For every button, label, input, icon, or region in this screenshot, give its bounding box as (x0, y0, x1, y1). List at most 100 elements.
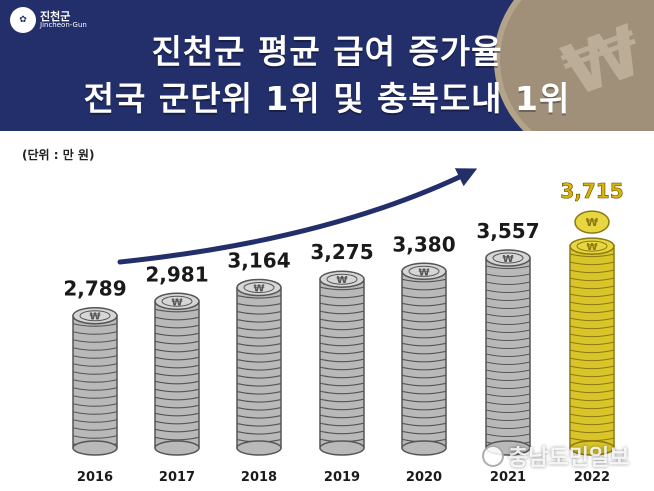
coin-edge (72, 427, 118, 431)
coin-edge (401, 366, 447, 371)
year-label-2020: 2020 (406, 470, 442, 485)
coin-edge (485, 409, 531, 414)
logo: ✿ 진천군 Jincheon-Gun (10, 6, 87, 34)
coin-edge (236, 383, 282, 387)
won-coin-icon: ₩ (89, 312, 100, 323)
coin-edge (72, 371, 118, 375)
coin-edge (154, 412, 200, 417)
coin-edge (72, 419, 118, 423)
coin-edge (72, 435, 118, 439)
coin-edge (569, 341, 615, 346)
coin-inner-ring (492, 252, 524, 264)
coin-stack-2021: ₩3,557 2021 (476, 219, 539, 485)
coin-edge (236, 343, 282, 347)
coin-edge (485, 273, 531, 278)
unit-label: (단위 : 만 원) (22, 148, 95, 162)
coin-edge (319, 334, 365, 339)
won-coin-icon: ₩ (586, 242, 597, 253)
coin-edge (569, 293, 615, 298)
value-label-2019: 3,275 (310, 240, 373, 264)
coin-edge (236, 391, 282, 395)
year-label-2017: 2017 (159, 470, 195, 485)
coin-edge (154, 428, 200, 433)
coin-edge (401, 286, 447, 291)
coin-edge (485, 433, 531, 438)
coin-edge (401, 414, 447, 419)
trend-arrow (117, 168, 478, 265)
coin-edge (72, 403, 118, 407)
coin-top (485, 249, 531, 267)
coin-edge (485, 289, 531, 294)
won-coin-icon: ₩ (586, 216, 598, 229)
coin-edge (236, 303, 282, 307)
coin-edge (485, 345, 531, 350)
coin-edge (401, 326, 447, 331)
coin-edge (485, 281, 531, 286)
coin-edge (319, 350, 365, 355)
coin-edge (401, 310, 447, 315)
coin-edge (236, 351, 282, 355)
coin-edge (569, 349, 615, 354)
coin-edge (154, 396, 200, 401)
coin-edge (569, 429, 615, 434)
coin-stack-2020: ₩3,380 2020 (392, 232, 455, 485)
coin-edge (319, 310, 365, 315)
coin-inner-ring (79, 310, 111, 322)
coin-edge (569, 261, 615, 266)
coin-edge (236, 415, 282, 419)
logo-name: 진천군 (40, 10, 71, 23)
coin-stack-2019: ₩3,275 2019 (310, 240, 373, 485)
year-label-2019: 2019 (324, 470, 360, 485)
watermark-logo-icon (482, 445, 504, 467)
coin-edge (319, 366, 365, 371)
coin-edge (319, 430, 365, 435)
coin-edge (401, 430, 447, 435)
coin-top (154, 292, 200, 311)
coin-edge (569, 421, 615, 426)
coin-edge (569, 277, 615, 282)
coin-edge (319, 414, 365, 419)
coin-top (236, 278, 282, 297)
coin-stack-2016: ₩2,789 2016 (63, 277, 126, 485)
coin-edge (401, 398, 447, 403)
coin-inner-ring (576, 240, 608, 252)
coin-edge (72, 347, 118, 351)
coin-edge (154, 388, 200, 393)
coin-edge (236, 327, 282, 331)
coin-edge (401, 350, 447, 355)
coin-edge (569, 397, 615, 402)
coin-edge (236, 399, 282, 403)
floating-coin (574, 210, 610, 234)
won-coin-icon: ₩ (336, 275, 347, 286)
coin-top (569, 237, 615, 255)
coin-edge (154, 372, 200, 377)
coin-bottom (319, 440, 365, 456)
bar (569, 245, 615, 449)
coin-edge (485, 297, 531, 302)
watermark-text: 충남도민일보 (508, 446, 630, 471)
coin-bottom (569, 440, 615, 456)
coin-edge (569, 301, 615, 306)
coin-edge (72, 411, 118, 415)
coin-edge (319, 382, 365, 387)
coin-edge (569, 365, 615, 370)
coin-edge (72, 387, 118, 391)
coin-edge (569, 325, 615, 330)
coin-edge (569, 389, 615, 394)
bar (236, 286, 282, 449)
coin-edge (485, 313, 531, 318)
watermark: 충남도민일보 (482, 440, 629, 472)
coin-edge (401, 318, 447, 323)
coin-edge (319, 326, 365, 331)
coin-edge (236, 407, 282, 411)
coin-inner-ring (243, 282, 275, 294)
coin-stack-2022: ₩ ₩3,715 2022 (560, 179, 624, 485)
coin-edge (72, 363, 118, 367)
coin-edge (72, 323, 118, 327)
coin-edge (401, 382, 447, 387)
coin-edge (154, 324, 200, 329)
coin-edge (401, 342, 447, 347)
value-label-2022: 3,715 (560, 179, 623, 203)
title-line-2: 전국 군단위 1위 및 충북도내 1위 (83, 79, 571, 118)
value-label-2018: 3,164 (227, 249, 290, 273)
